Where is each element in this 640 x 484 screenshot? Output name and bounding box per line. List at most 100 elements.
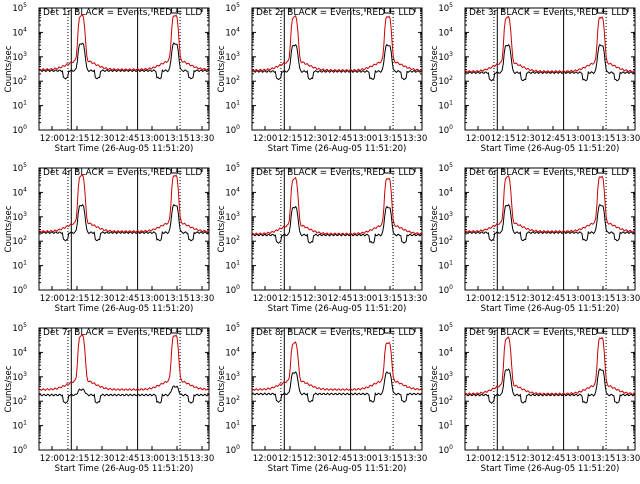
- top-marker: [597, 8, 605, 14]
- series-lld: [38, 173, 210, 233]
- x-tick-label: 13:15: [591, 134, 616, 144]
- y-tick-label: 102: [12, 395, 27, 407]
- x-tick-label: 12:30: [516, 454, 541, 464]
- series-lld: [464, 15, 636, 73]
- top-marker: [171, 328, 179, 334]
- x-tick-label: 12:00: [253, 294, 278, 304]
- plot-frame: [464, 167, 636, 291]
- y-axis-label: Counts/sec: [217, 205, 227, 252]
- y-tick-label: 102: [225, 75, 240, 87]
- y-tick-label: 101: [225, 420, 240, 432]
- x-tick-label: 12:15: [278, 454, 303, 464]
- y-tick-label: 102: [438, 235, 453, 247]
- plot-frame: [251, 7, 423, 131]
- plot-frame: [251, 167, 423, 291]
- y-axis-label: Counts/sec: [4, 365, 14, 412]
- x-tick-label: 13:15: [591, 294, 616, 304]
- y-tick-label: 104: [225, 346, 240, 358]
- y-axis-label: Counts/sec: [430, 45, 440, 92]
- x-tick-label: 13:00: [353, 294, 378, 304]
- y-tick-label: 100: [12, 124, 27, 136]
- plot-frame: [251, 327, 423, 451]
- x-tick-label: 12:30: [303, 134, 328, 144]
- x-tick-label: 12:45: [541, 134, 566, 144]
- x-axis-label: Start Time (26-Aug-05 11:51:20): [268, 144, 407, 154]
- x-tick-label: 12:45: [328, 134, 353, 144]
- x-axis-label: Start Time (26-Aug-05 11:51:20): [481, 464, 620, 474]
- y-tick-label: 104: [225, 26, 240, 38]
- y-tick-label: 101: [225, 100, 240, 112]
- x-tick-label: 13:15: [165, 454, 190, 464]
- x-tick-label: 12:15: [491, 294, 516, 304]
- y-tick-label: 102: [438, 395, 453, 407]
- x-tick-label: 12:45: [328, 294, 353, 304]
- x-tick-label: 12:15: [65, 294, 90, 304]
- series-events: [251, 205, 423, 244]
- x-tick-label: 12:45: [115, 134, 140, 144]
- y-tick-label: 103: [438, 211, 453, 223]
- y-tick-label: 105: [12, 322, 27, 334]
- y-tick-label: 100: [438, 284, 453, 296]
- y-tick-label: 103: [438, 371, 453, 383]
- x-tick-label: 12:45: [541, 454, 566, 464]
- series-events: [464, 368, 636, 404]
- chart-title: Det 1r BLACK = Events, RED = LLD: [43, 8, 202, 18]
- y-axis-label: Counts/sec: [4, 205, 14, 252]
- x-tick-label: 12:00: [40, 454, 65, 464]
- chart-title: Det 5r BLACK = Events, RED = LLD: [256, 168, 415, 178]
- x-tick-label: 12:00: [40, 134, 65, 144]
- y-tick-label: 101: [12, 420, 27, 432]
- x-tick-label: 13:15: [378, 454, 403, 464]
- x-tick-label: 12:45: [541, 294, 566, 304]
- series-events: [38, 385, 210, 404]
- top-marker: [384, 8, 392, 14]
- series-events: [38, 203, 210, 242]
- series-events: [251, 371, 423, 403]
- top-marker: [597, 328, 605, 334]
- x-axis-label: Start Time (26-Aug-05 11:51:20): [55, 304, 194, 314]
- y-tick-label: 100: [438, 444, 453, 456]
- x-tick-label: 13:30: [616, 454, 640, 464]
- x-tick-label: 12:30: [90, 454, 115, 464]
- plot-frame: [38, 7, 210, 131]
- chart-title: Det 4r BLACK = Events, RED = LLD: [43, 168, 202, 178]
- chart-title: Det 2r BLACK = Events, RED = LLD: [256, 8, 415, 18]
- x-tick-label: 12:30: [516, 294, 541, 304]
- y-tick-label: 103: [225, 211, 240, 223]
- y-tick-label: 104: [438, 346, 453, 358]
- x-tick-label: 13:30: [190, 134, 215, 144]
- plot-frame: [38, 167, 210, 291]
- x-tick-label: 12:00: [466, 294, 491, 304]
- y-tick-label: 100: [12, 444, 27, 456]
- x-tick-label: 13:00: [140, 454, 165, 464]
- chart-title: Det 3r BLACK = Events, RED = LLD: [469, 8, 628, 18]
- x-tick-label: 13:30: [616, 134, 640, 144]
- top-marker: [171, 168, 179, 174]
- top-marker: [597, 168, 605, 174]
- x-tick-label: 12:00: [466, 454, 491, 464]
- y-tick-label: 103: [225, 371, 240, 383]
- series-events: [251, 43, 423, 81]
- y-tick-label: 103: [438, 51, 453, 63]
- series-events: [464, 43, 636, 82]
- x-tick-label: 13:15: [165, 134, 190, 144]
- x-tick-label: 13:15: [378, 134, 403, 144]
- series-lld: [464, 336, 636, 396]
- y-tick-label: 101: [438, 260, 453, 272]
- x-tick-label: 12:45: [115, 454, 140, 464]
- series-lld: [251, 14, 423, 72]
- x-tick-label: 12:45: [115, 294, 140, 304]
- x-tick-label: 12:00: [253, 454, 278, 464]
- x-tick-label: 13:15: [378, 294, 403, 304]
- y-tick-label: 105: [12, 162, 27, 174]
- x-tick-label: 12:45: [328, 454, 353, 464]
- x-tick-label: 13:00: [353, 454, 378, 464]
- series-lld: [251, 177, 423, 236]
- y-tick-label: 103: [12, 51, 27, 63]
